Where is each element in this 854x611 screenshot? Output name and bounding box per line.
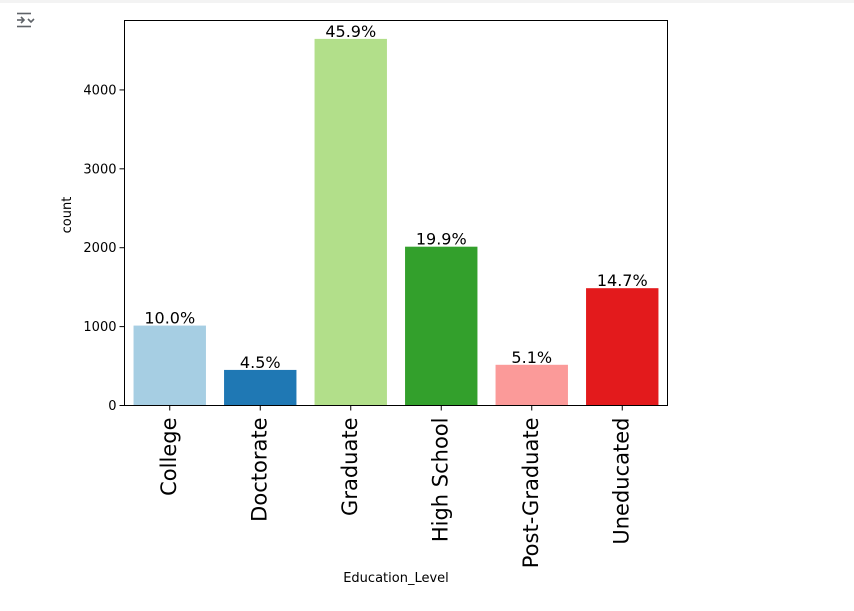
x-tick-label-doctorate: Doctorate	[247, 418, 271, 522]
x-axis-title: Education_Level	[343, 571, 449, 586]
bar-high-school	[405, 246, 478, 406]
bar-college	[133, 325, 206, 406]
x-tick-label-graduate: Graduate	[338, 418, 362, 516]
bar-graduate	[314, 38, 387, 406]
bar-label-high-school: 19.9%	[416, 230, 467, 249]
bar-labels-layer: 10.0% 4.5% 45.9% 19.9% 5.1% 14.7%	[144, 22, 647, 372]
output-collapse-icon[interactable]	[14, 11, 38, 29]
x-tick-label-college: College	[157, 418, 181, 496]
output-collapse-icon-glyph	[17, 12, 35, 28]
x-tick-label-high-school: High School	[428, 418, 452, 543]
x-tick-label-uneducated: Uneducated	[609, 418, 633, 545]
x-axis-ticks: College Doctorate Graduate High School Post-…	[157, 405, 633, 569]
y-axis-ticks: 0 1000 2000 3000 4000	[83, 83, 125, 414]
bar-uneducated	[586, 288, 659, 406]
bar-post-graduate	[495, 364, 568, 406]
x-tick-label-post-graduate: Post-Graduate	[519, 418, 543, 569]
y-tick-label-3000: 3000	[83, 162, 116, 177]
y-tick-label-0: 0	[108, 399, 116, 414]
bar-label-college: 10.0%	[144, 309, 195, 328]
bar-label-post-graduate: 5.1%	[511, 348, 552, 367]
bar-label-doctorate: 4.5%	[240, 353, 281, 372]
bar-label-uneducated: 14.7%	[597, 271, 648, 290]
y-axis-title: count	[60, 197, 75, 234]
output-top-strip	[0, 0, 854, 3]
y-tick-label-2000: 2000	[83, 241, 116, 256]
bars-layer	[133, 38, 659, 406]
y-tick-label-1000: 1000	[83, 320, 116, 335]
y-tick-label-4000: 4000	[83, 83, 116, 98]
bar-doctorate	[224, 369, 297, 406]
plot-frame	[124, 20, 668, 406]
bar-label-graduate: 45.9%	[325, 22, 376, 41]
